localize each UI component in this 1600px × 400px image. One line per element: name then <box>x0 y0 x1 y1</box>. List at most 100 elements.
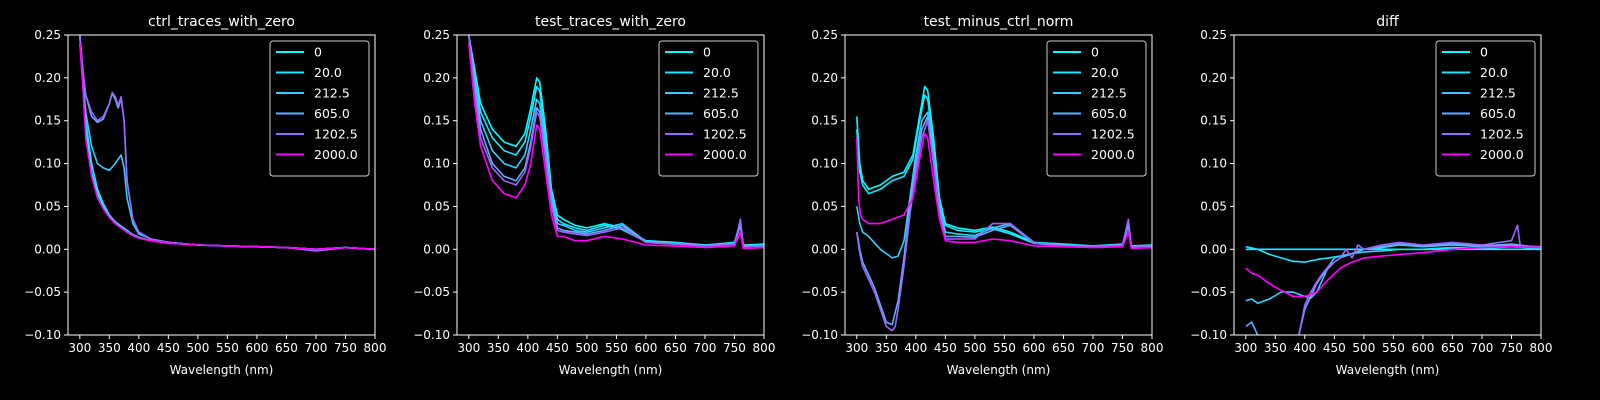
y-tick-label: 0.25 <box>34 28 61 42</box>
legend-label: 20.0 <box>314 65 342 80</box>
x-tick-label: 400 <box>127 341 150 355</box>
y-tick-label: 0.00 <box>34 242 61 256</box>
series-group <box>79 35 375 252</box>
x-tick-label: 300 <box>845 341 868 355</box>
y-tick-label: −0.10 <box>1190 328 1227 342</box>
x-tick-label: 700 <box>694 341 717 355</box>
y-tick-label: 0.15 <box>423 114 450 128</box>
y-tick-label: 0.25 <box>423 28 450 42</box>
axes-frame <box>844 34 1153 336</box>
y-tick-label: 0.05 <box>34 199 61 213</box>
x-tick-label: 550 <box>216 341 239 355</box>
legend: 0 20.0 212.5 605.0 1202.5 2000.0 <box>658 40 759 177</box>
y-tick-label: 0.20 <box>34 71 61 85</box>
legend-label: 605.0 <box>1480 106 1516 121</box>
x-axis-label: Wavelength (nm) <box>170 363 274 377</box>
y-tick-label: 0.10 <box>34 157 61 171</box>
legend-label: 0 <box>314 45 322 60</box>
panel-title: ctrl_traces_with_zero <box>148 14 295 30</box>
y-tick-label: 0.00 <box>811 242 838 256</box>
legend-label: 605.0 <box>1091 106 1127 121</box>
legend: 0 20.0 212.5 605.0 1202.5 2000.0 <box>269 40 370 177</box>
legend-label: 212.5 <box>703 86 739 101</box>
x-tick-label: 650 <box>275 341 298 355</box>
x-tick-label: 700 <box>305 341 328 355</box>
series-line <box>468 43 764 250</box>
legend-label: 0 <box>703 45 711 60</box>
series-group <box>468 35 764 250</box>
x-tick-label: 500 <box>186 341 209 355</box>
y-tick-label: −0.10 <box>413 328 450 342</box>
x-tick-label: 800 <box>364 341 387 355</box>
x-tick-label: 550 <box>993 341 1016 355</box>
x-tick-label: 350 <box>487 341 510 355</box>
x-tick-label: 750 <box>1500 341 1523 355</box>
x-tick-label: 300 <box>457 341 480 355</box>
y-tick-label: −0.10 <box>801 328 838 342</box>
x-tick-label: 300 <box>1234 341 1257 355</box>
panel-diff: diff Wavelength (nm) 300 350 400 450 500 550 6… <box>1190 14 1552 377</box>
x-tick-label: 450 <box>546 341 569 355</box>
y-tick-label: 0.20 <box>811 71 838 85</box>
panel-test-traces-with-zero: test_traces_with_zero Wavelength (nm) 30… <box>413 14 775 377</box>
y-tick-label: −0.05 <box>24 285 61 299</box>
y-tick-label: 0.20 <box>423 71 450 85</box>
x-tick-label: 550 <box>605 341 628 355</box>
y-tick-label: 0.10 <box>811 157 838 171</box>
x-tick-label: 650 <box>1052 341 1075 355</box>
legend-label: 212.5 <box>1480 86 1516 101</box>
legend-label: 212.5 <box>1091 86 1127 101</box>
y-tick-label: 0.05 <box>423 199 450 213</box>
legend-box <box>269 40 370 177</box>
axes-frame <box>1233 34 1542 336</box>
y-tick-label: 0.15 <box>1200 114 1227 128</box>
y-tick-label: −0.05 <box>801 285 838 299</box>
panel-title: test_minus_ctrl_norm <box>924 14 1074 30</box>
x-tick-label: 700 <box>1471 341 1494 355</box>
x-tick-label: 600 <box>634 341 657 355</box>
series-line <box>856 132 1152 250</box>
legend-label: 0 <box>1480 45 1488 60</box>
x-tick-label: 800 <box>1141 341 1164 355</box>
legend: 0 20.0 212.5 605.0 1202.5 2000.0 <box>1435 40 1536 177</box>
x-tick-label: 400 <box>516 341 539 355</box>
x-tick-label: 400 <box>904 341 927 355</box>
y-tick-label: −0.05 <box>413 285 450 299</box>
legend-label: 1202.5 <box>703 127 747 142</box>
x-tick-label: 500 <box>575 341 598 355</box>
legend-label: 2000.0 <box>703 147 747 162</box>
x-tick-label: 600 <box>1411 341 1434 355</box>
x-tick-label: 600 <box>245 341 268 355</box>
legend-label: 20.0 <box>1091 65 1119 80</box>
y-tick-label: 0.00 <box>1200 242 1227 256</box>
x-tick-label: 450 <box>1323 341 1346 355</box>
series-line <box>856 119 1152 332</box>
x-tick-label: 350 <box>98 341 121 355</box>
x-tick-label: 350 <box>1264 341 1287 355</box>
legend-label: 0 <box>1091 45 1099 60</box>
x-tick-label: 600 <box>1022 341 1045 355</box>
x-tick-label: 750 <box>723 341 746 355</box>
legend-label: 605.0 <box>314 106 350 121</box>
series-line <box>468 35 764 248</box>
legend-box <box>1435 40 1536 177</box>
x-tick-label: 800 <box>1530 341 1553 355</box>
y-tick-label: 0.10 <box>423 157 450 171</box>
panel-test-minus-ctrl-norm: test_minus_ctrl_norm Wavelength (nm) 300… <box>801 14 1163 377</box>
legend-label: 212.5 <box>314 86 350 101</box>
y-tick-label: 0.05 <box>811 199 838 213</box>
x-tick-label: 500 <box>963 341 986 355</box>
legend-label: 1202.5 <box>1091 127 1135 142</box>
x-tick-label: 350 <box>875 341 898 355</box>
y-tick-label: 0.15 <box>811 114 838 128</box>
series-group <box>1245 224 1541 335</box>
legend: 0 20.0 212.5 605.0 1202.5 2000.0 <box>1046 40 1147 177</box>
x-tick-label: 300 <box>68 341 91 355</box>
series-line <box>1298 224 1541 335</box>
x-axis-label: Wavelength (nm) <box>1336 363 1440 377</box>
x-tick-label: 650 <box>1441 341 1464 355</box>
axes-frame <box>456 34 765 336</box>
y-tick-label: 0.00 <box>423 242 450 256</box>
x-tick-label: 700 <box>1082 341 1105 355</box>
